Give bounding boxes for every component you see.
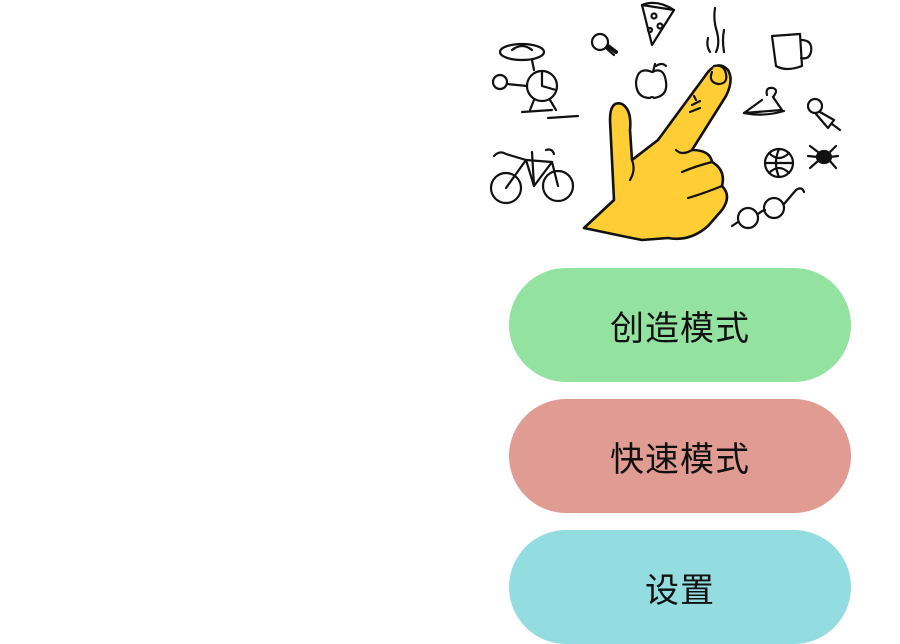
settings-button[interactable]: 设置	[509, 530, 851, 644]
quick-mode-label: 快速模式	[610, 439, 750, 480]
hand-icon	[582, 64, 732, 242]
apple-icon	[634, 62, 668, 100]
glasses-icon	[730, 187, 806, 230]
hanger-icon	[742, 86, 786, 116]
mode-menu: 创造模式 快速模式 设置	[509, 268, 851, 644]
spider-icon	[806, 144, 840, 170]
pushpin-icon	[806, 97, 842, 132]
create-mode-button[interactable]: 创造模式	[509, 268, 851, 382]
helicopter-icon	[491, 42, 580, 120]
pizza-icon	[640, 1, 676, 47]
steam-icon	[706, 6, 726, 54]
hero-illustration	[482, 0, 852, 250]
settings-label: 设置	[645, 570, 715, 611]
basketball-icon	[763, 147, 795, 179]
create-mode-label: 创造模式	[610, 308, 750, 349]
quick-mode-button[interactable]: 快速模式	[509, 399, 851, 513]
lightbulb-icon	[590, 32, 618, 57]
bicycle-icon	[489, 148, 575, 205]
coffee-mug-icon	[770, 32, 813, 71]
